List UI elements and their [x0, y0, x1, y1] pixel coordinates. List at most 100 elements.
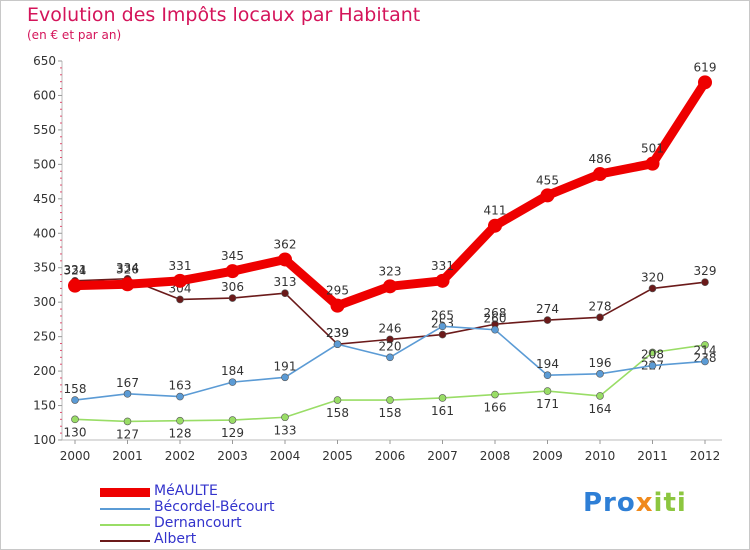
data-point	[488, 218, 502, 233]
x-tick-label: 2006	[375, 449, 406, 463]
data-label: 214	[694, 343, 717, 357]
legend-swatch	[100, 540, 150, 542]
data-label: 239	[326, 326, 349, 340]
data-point	[386, 396, 394, 404]
data-point	[225, 264, 240, 279]
data-point	[701, 278, 709, 286]
data-label: 184	[221, 364, 244, 378]
y-tick-label: 600	[33, 88, 56, 102]
data-point	[176, 295, 184, 304]
data-label: 161	[431, 404, 454, 418]
data-point	[543, 316, 552, 324]
legend-swatch	[100, 524, 150, 526]
data-label: 329	[694, 264, 717, 278]
data-label: 486	[589, 152, 612, 166]
data-label: 246	[379, 321, 402, 335]
data-point	[540, 188, 555, 203]
data-point	[491, 325, 499, 334]
data-label: 278	[589, 299, 612, 313]
data-label: 306	[221, 280, 244, 294]
y-tick-label: 500	[33, 157, 56, 171]
legend-label: Dernancourt	[154, 515, 242, 531]
data-point	[71, 396, 79, 404]
y-tick-label: 200	[33, 364, 56, 378]
data-label: 194	[536, 357, 559, 371]
data-point	[543, 387, 552, 395]
y-tick-label: 250	[33, 330, 56, 344]
data-label: 191	[274, 359, 297, 373]
data-label: 164	[589, 402, 612, 416]
legend-label: Albert	[154, 531, 197, 547]
x-tick-label: 2001	[112, 449, 143, 463]
data-point	[648, 284, 657, 293]
data-point	[333, 340, 342, 349]
data-label: 128	[169, 427, 192, 441]
data-label: 166	[484, 401, 507, 415]
y-tick-label: 150	[33, 399, 56, 413]
x-tick-label: 2003	[217, 449, 248, 463]
data-point	[383, 279, 397, 294]
data-point	[701, 341, 709, 349]
data-point	[593, 167, 607, 182]
data-label: 158	[64, 382, 87, 396]
data-label: 158	[379, 406, 402, 420]
data-point	[281, 373, 289, 382]
y-tick-label: 100	[33, 433, 56, 447]
logo-part-3: iti	[653, 488, 687, 518]
data-label: 265	[431, 308, 454, 322]
data-label: 268	[484, 306, 507, 320]
x-tick-label: 2009	[532, 449, 563, 463]
data-label: 129	[221, 426, 244, 440]
data-label: 163	[169, 379, 192, 393]
data-point	[596, 370, 604, 378]
data-point	[173, 273, 187, 288]
data-point	[491, 390, 499, 399]
data-point	[281, 413, 289, 422]
data-label: 331	[169, 259, 192, 273]
data-point	[120, 277, 135, 292]
data-point	[648, 361, 657, 370]
data-point	[438, 394, 447, 402]
y-tick-label: 400	[33, 226, 56, 240]
data-label: 501	[641, 142, 664, 156]
data-label: 324	[64, 264, 87, 278]
data-label: 127	[116, 427, 139, 441]
data-label: 362	[274, 237, 297, 251]
x-tick-label: 2000	[60, 449, 91, 463]
data-point	[438, 330, 447, 339]
legend-swatch	[100, 488, 150, 497]
data-point	[648, 348, 657, 357]
data-label: 130	[64, 425, 87, 439]
logo-part-2: x	[635, 488, 654, 518]
data-point	[68, 278, 82, 293]
data-label: 331	[431, 259, 454, 273]
data-point	[123, 390, 132, 398]
data-point	[438, 322, 447, 331]
legend-label: Bécordel-Bécourt	[154, 499, 275, 515]
data-label: 208	[641, 348, 664, 362]
data-point	[333, 396, 342, 404]
data-label: 171	[536, 397, 559, 411]
x-tick-label: 2008	[480, 449, 511, 463]
x-tick-label: 2010	[585, 449, 616, 463]
data-label: 334	[116, 261, 139, 275]
data-label: 220	[379, 339, 402, 353]
data-label: 133	[274, 423, 297, 437]
data-point	[596, 313, 604, 322]
data-label: 274	[536, 302, 559, 316]
y-tick-label: 300	[33, 295, 56, 309]
y-tick-label: 650	[33, 54, 56, 68]
data-label: 196	[589, 356, 612, 370]
data-point	[278, 252, 292, 267]
x-tick-label: 2011	[637, 449, 668, 463]
data-point	[596, 392, 604, 400]
x-tick-label: 2002	[165, 449, 196, 463]
data-label: 313	[274, 275, 297, 289]
logo-part-1: Pro	[583, 488, 636, 518]
data-point	[435, 273, 450, 288]
data-point	[176, 392, 184, 401]
data-label: 619	[694, 60, 717, 74]
data-label: 167	[116, 376, 139, 390]
